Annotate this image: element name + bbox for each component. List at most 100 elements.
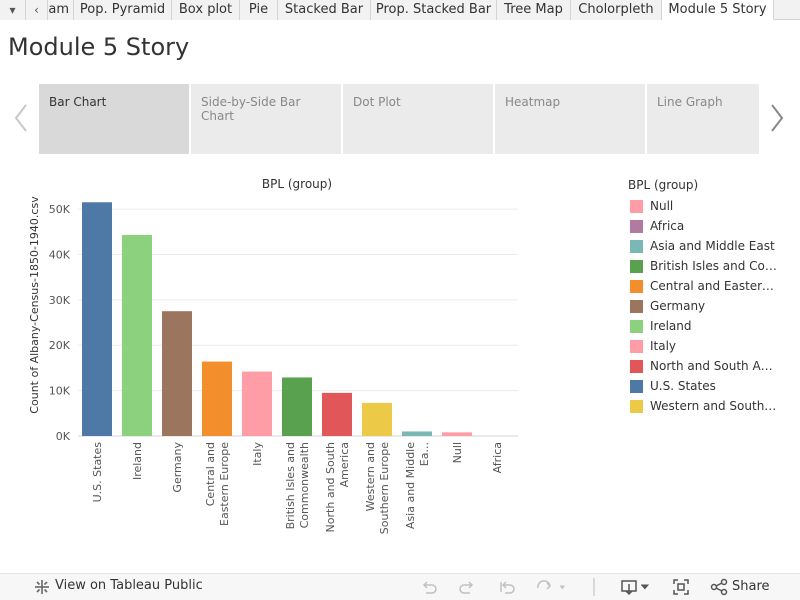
y-tick-label: 10K bbox=[49, 385, 71, 398]
legend-item[interactable]: Central and Eastern ... bbox=[630, 278, 780, 294]
x-tick-label: Asia and Middle bbox=[404, 442, 417, 529]
x-tick-label: Germany bbox=[171, 442, 184, 493]
story-title: Module 5 Story bbox=[8, 33, 190, 61]
x-tick-label: Ireland bbox=[131, 442, 144, 480]
bar[interactable] bbox=[322, 392, 352, 436]
legend-item[interactable]: Africa bbox=[630, 218, 780, 234]
y-tick-label: 20K bbox=[49, 339, 71, 352]
legend-label: U.S. States bbox=[650, 379, 716, 393]
legend-swatch bbox=[630, 340, 643, 353]
x-tick-label: Ea... bbox=[418, 442, 431, 466]
legend-item[interactable]: Western and Southe... bbox=[630, 398, 780, 414]
story-point-side-by-side-bar-chart[interactable]: Side-by-Side Bar Chart bbox=[191, 84, 343, 154]
chart-bars bbox=[82, 202, 472, 436]
legend-swatch bbox=[630, 400, 643, 413]
x-tick-label: Italy bbox=[251, 442, 264, 466]
x-tick-label: Central and bbox=[204, 442, 217, 506]
y-tick-label: 0K bbox=[56, 430, 71, 443]
tab-box-plot[interactable]: Box plot bbox=[172, 0, 240, 20]
legend-item[interactable]: Ireland bbox=[630, 318, 780, 334]
y-tick-label: 50K bbox=[49, 203, 71, 216]
share-icon[interactable] bbox=[710, 578, 728, 600]
bar[interactable] bbox=[122, 234, 152, 436]
legend-item[interactable]: Germany bbox=[630, 298, 780, 314]
legend-item[interactable]: Asia and Middle East bbox=[630, 238, 780, 254]
fullscreen-icon[interactable] bbox=[672, 578, 690, 600]
bar[interactable] bbox=[202, 361, 232, 436]
legend-label: Italy bbox=[650, 339, 677, 353]
tab-heatmap-partial[interactable]: am bbox=[48, 0, 74, 20]
view-on-tableau-public-link[interactable]: View on Tableau Public bbox=[55, 578, 203, 593]
bar[interactable] bbox=[82, 202, 112, 436]
tab-pie[interactable]: Pie bbox=[240, 0, 278, 20]
bar[interactable] bbox=[242, 371, 272, 436]
legend-title: BPL (group) bbox=[628, 178, 699, 192]
legend-label: Ireland bbox=[650, 319, 692, 333]
story-point-heatmap[interactable]: Heatmap bbox=[495, 84, 647, 154]
legend-item[interactable]: North and South Am... bbox=[630, 358, 780, 374]
chevron-left-icon[interactable] bbox=[12, 103, 30, 139]
x-tick-label: Africa bbox=[491, 442, 504, 473]
x-tick-label: Commonwealth bbox=[298, 442, 311, 528]
chevron-right-icon[interactable] bbox=[768, 103, 786, 139]
x-tick-label: America bbox=[338, 442, 351, 487]
bar[interactable] bbox=[362, 402, 392, 436]
tab-cholorpleth[interactable]: Cholorpleth bbox=[571, 0, 662, 20]
legend-swatch bbox=[630, 380, 643, 393]
legend-swatch bbox=[630, 300, 643, 313]
tableau-public-icon bbox=[34, 579, 50, 599]
share-button[interactable]: Share bbox=[732, 579, 770, 594]
legend-swatch bbox=[630, 320, 643, 333]
toolbar-divider bbox=[593, 578, 595, 600]
bar-chart: BPL (group) Count of Albany-Census-1850-… bbox=[28, 177, 518, 535]
bar[interactable] bbox=[402, 431, 432, 436]
legend-label: Asia and Middle East bbox=[650, 239, 775, 253]
tab-stacked-bar[interactable]: Stacked Bar bbox=[278, 0, 371, 20]
x-tick-label: Western and bbox=[364, 442, 377, 511]
legend-swatch bbox=[630, 360, 643, 373]
bottom-toolbar: View on Tableau Public Share bbox=[0, 573, 800, 600]
story-point-line-graph[interactable]: Line Graph bbox=[647, 84, 761, 154]
legend-label: Africa bbox=[650, 219, 685, 233]
tab-pop-pyramid[interactable]: Pop. Pyramid bbox=[74, 0, 172, 20]
sheet-tab-bar: ▾ ‹ am Pop. Pyramid Box plot Pie Stacked… bbox=[0, 0, 800, 20]
tab-tree-map[interactable]: Tree Map bbox=[497, 0, 571, 20]
legend-swatch bbox=[630, 260, 643, 273]
x-tick-label: Eastern Europe bbox=[218, 442, 231, 526]
legend-label: North and South Am... bbox=[650, 359, 780, 373]
refresh-icon[interactable] bbox=[536, 578, 566, 600]
y-axis-label: Count of Albany-Census-1850-1940.csv bbox=[28, 196, 41, 414]
redo-icon[interactable] bbox=[458, 578, 476, 600]
legend-label: Germany bbox=[650, 299, 706, 313]
chart-title: BPL (group) bbox=[262, 177, 332, 191]
x-tick-label: North and South bbox=[324, 442, 337, 532]
story-point-dot-plot[interactable]: Dot Plot bbox=[343, 84, 495, 154]
legend-swatch bbox=[630, 280, 643, 293]
bar[interactable] bbox=[282, 377, 312, 436]
x-tick-label: Null bbox=[451, 442, 464, 463]
x-tick-label: British Isles and bbox=[284, 442, 297, 529]
x-axis-ticks: U.S. States Ireland Germany Central and East… bbox=[91, 442, 504, 535]
revert-icon[interactable] bbox=[498, 578, 516, 600]
undo-icon[interactable] bbox=[420, 578, 438, 600]
legend-swatch bbox=[630, 240, 643, 253]
legend-label: Western and Southe... bbox=[650, 399, 780, 413]
tab-module-5-story[interactable]: Module 5 Story bbox=[662, 0, 774, 20]
tab-scroll-left[interactable]: ‹ bbox=[26, 0, 48, 20]
tab-prop-stacked-bar[interactable]: Prop. Stacked Bar bbox=[371, 0, 497, 20]
download-icon[interactable] bbox=[620, 578, 652, 600]
y-axis-ticks: 0K 10K 20K 30K 40K 50K bbox=[49, 203, 71, 443]
y-tick-label: 40K bbox=[49, 248, 71, 261]
legend-item[interactable]: British Isles and Com... bbox=[630, 258, 780, 274]
tab-menu-dropdown[interactable]: ▾ bbox=[0, 0, 26, 20]
x-tick-label: U.S. States bbox=[91, 442, 104, 503]
bar[interactable] bbox=[442, 432, 472, 436]
legend-label: British Isles and Com... bbox=[650, 259, 780, 273]
legend-item[interactable]: U.S. States bbox=[630, 378, 780, 394]
bar[interactable] bbox=[162, 311, 192, 436]
legend-swatch bbox=[630, 200, 643, 213]
story-point-bar-chart[interactable]: Bar Chart bbox=[39, 84, 191, 154]
legend-item[interactable]: Italy bbox=[630, 338, 780, 354]
legend-item[interactable]: Null bbox=[630, 198, 780, 214]
legend-label: Central and Eastern ... bbox=[650, 279, 780, 293]
